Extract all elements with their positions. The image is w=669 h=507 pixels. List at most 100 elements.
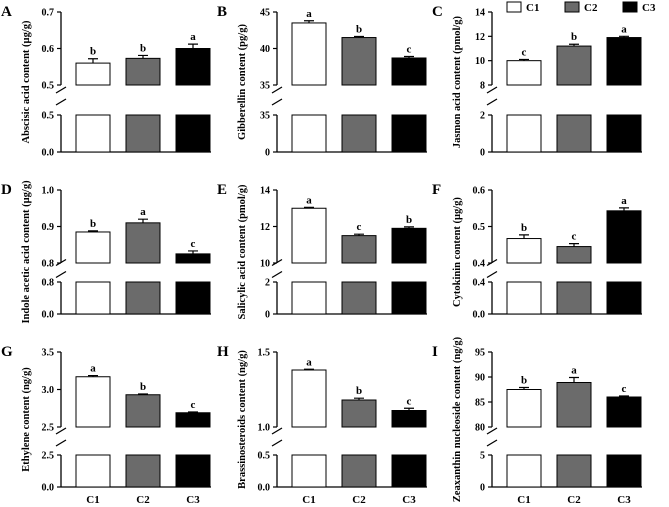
chart-h-bar-upper-c3 [391, 410, 427, 428]
chart-d-errorbar-c1 [88, 230, 98, 232]
chart-e-bar-lower-c2 [341, 281, 377, 315]
chart-i-ytick-lower-1: 5 [480, 451, 485, 462]
chart-b-sig-c1: a [306, 8, 312, 20]
chart-a-ytick-lower-0: 0.0 [42, 148, 55, 159]
chart-c-ylabel: Jasmon acid content (pmol/g) [452, 15, 463, 148]
chart-c-ytick-upper-3: 14 [475, 8, 485, 19]
panels: A Abscisic acid content (µg/g) 0.5 0.6 0.7 0.… [1, 4, 642, 506]
chart-b-ytick-lower-0: 0 [265, 148, 270, 159]
chart-d-axis-break [55, 258, 67, 279]
chart-a-bar-lower-c2 [125, 114, 161, 153]
chart-f-sig-c3: a [621, 195, 627, 207]
chart-f-errorbar-c3 [619, 207, 629, 211]
chart-b-bar-lower-c3 [391, 114, 427, 153]
chart-f-ytick-upper-2: 0.6 [473, 186, 486, 197]
chart-g-bar-lower-c2 [125, 454, 161, 488]
chart-a-letter: A [1, 4, 12, 20]
chart-e-sig-c1: a [306, 194, 312, 206]
chart-e-sig-c3: b [406, 214, 412, 226]
chart-c-ytick-upper-0: 8 [480, 81, 485, 92]
chart-i-bar-upper-c1 [506, 389, 542, 428]
chart-h-bar-lower-c3 [391, 454, 427, 488]
chart-f-bar-upper-c1 [506, 238, 542, 264]
chart-i-xtick-c1: C1 [517, 494, 530, 506]
chart-h-ylabel: Brassinosteroids content (ng/g) [237, 350, 248, 489]
chart-a-bar-upper-c1 [75, 62, 111, 86]
chart-g-bar-upper-c1 [75, 376, 111, 428]
chart-b-bar-lower-c2 [341, 114, 377, 153]
chart-f-ytick-upper-1: 0.5 [473, 222, 486, 233]
chart-g-sig-c1: a [90, 363, 96, 375]
chart-e-bar-lower-c1 [291, 281, 327, 315]
chart-d-errorbar-c3 [188, 250, 198, 254]
chart-i-sig-c2: a [571, 365, 577, 377]
chart-i-sig-c1: b [521, 375, 527, 387]
chart-a-ytick-upper-2: 0.7 [42, 8, 55, 19]
chart-g-xtick-c2: C2 [136, 494, 150, 506]
chart-h-ytick-upper-0: 1.0 [258, 423, 271, 434]
chart-g-bar-upper-c3 [175, 412, 211, 428]
chart-a-ytick-lower-1: 0.5 [42, 111, 55, 122]
chart-g-sig-c3: c [191, 399, 196, 411]
chart-f: F Cytokinin content (µg/g) 0.4 0.5 0.6 0.0 0.4… [432, 182, 642, 321]
chart-g-letter: G [1, 344, 13, 360]
chart-a-sig-c2: b [140, 42, 146, 54]
chart-c-bar-upper-c3 [606, 37, 642, 86]
chart-b-letter: B [217, 4, 227, 20]
chart-f-sig-c1: b [521, 222, 527, 234]
chart-b-ytick-upper-2: 45 [260, 8, 270, 19]
chart-a-bar-upper-c3 [175, 48, 211, 86]
chart-i: I Zeaxanthin nucleoside content (ng/g) 80 8… [432, 336, 642, 506]
chart-i-xtick-c2: C2 [567, 494, 581, 506]
chart-g-ylabel: Ethylene content (ng/g) [21, 367, 32, 472]
chart-i-ytick-upper-3: 95 [475, 348, 485, 359]
chart-a-ylabel: Abscisic acid content (µg/g) [21, 20, 32, 143]
chart-f-sig-c2: c [572, 231, 577, 243]
chart-i-bar-upper-c2 [556, 382, 592, 428]
chart-d-sig-c2: a [140, 206, 146, 218]
chart-d-bar-upper-c2 [125, 222, 161, 264]
chart-b-bar-upper-c2 [341, 37, 377, 86]
chart-b-ylabel: Gibberellin content (pg/g) [237, 24, 248, 140]
chart-i-bar-lower-c3 [606, 454, 642, 488]
chart-f-letter: F [432, 182, 441, 198]
chart-a-errorbar-c1 [88, 58, 98, 64]
chart-d-errorbar-c2 [138, 218, 148, 223]
chart-g-xtick-c1: C1 [86, 494, 99, 506]
chart-c-ytick-lower-0: 0 [480, 148, 485, 159]
chart-d-bar-upper-c1 [75, 231, 111, 264]
chart-e-ytick-upper-0: 10 [260, 259, 270, 270]
chart-i-letter: I [432, 344, 438, 360]
chart-b-bar-upper-c1 [291, 22, 327, 86]
legend-swatch-c2 [564, 1, 580, 13]
chart-d-bar-upper-c3 [175, 253, 211, 264]
chart-f-ytick-upper-0: 0.4 [473, 259, 486, 270]
chart-h-bar-lower-c2 [341, 454, 377, 488]
chart-e-ytick-lower-1: 2 [265, 278, 270, 289]
chart-h-sig-c1: a [306, 356, 312, 368]
chart-i-sig-c3: c [622, 383, 627, 395]
chart-h-sig-c3: c [407, 395, 412, 407]
chart-a-ytick-upper-0: 0.5 [42, 81, 55, 92]
chart-b-sig-c3: c [407, 44, 412, 56]
chart-d-ytick-upper-2: 1.0 [42, 186, 55, 197]
chart-f-bar-upper-c3 [606, 210, 642, 264]
chart-d-ytick-upper-0: 0.8 [42, 259, 55, 270]
chart-e-bar-lower-c3 [391, 281, 427, 315]
chart-c-bar-upper-c2 [556, 45, 592, 86]
chart-h-letter: H [217, 344, 229, 360]
chart-b-axis-break [271, 86, 283, 106]
chart-h-bar-upper-c2 [341, 399, 377, 428]
chart-h-axis-break [271, 427, 283, 447]
chart-i-ytick-upper-0: 80 [475, 423, 485, 434]
chart-i-errorbar-c1 [519, 386, 529, 390]
chart-h-ytick-upper-1: 1.5 [258, 348, 271, 359]
chart-c-bar-lower-c2 [556, 114, 592, 153]
chart-f-ytick-lower-1: 0.4 [473, 278, 486, 289]
legend-label-c3: C3 [642, 2, 656, 14]
chart-d-letter: D [1, 182, 12, 198]
chart-g-bar-lower-c3 [175, 454, 211, 488]
chart-i-errorbar-c2 [569, 376, 579, 383]
chart-g-bar-upper-c2 [125, 394, 161, 428]
